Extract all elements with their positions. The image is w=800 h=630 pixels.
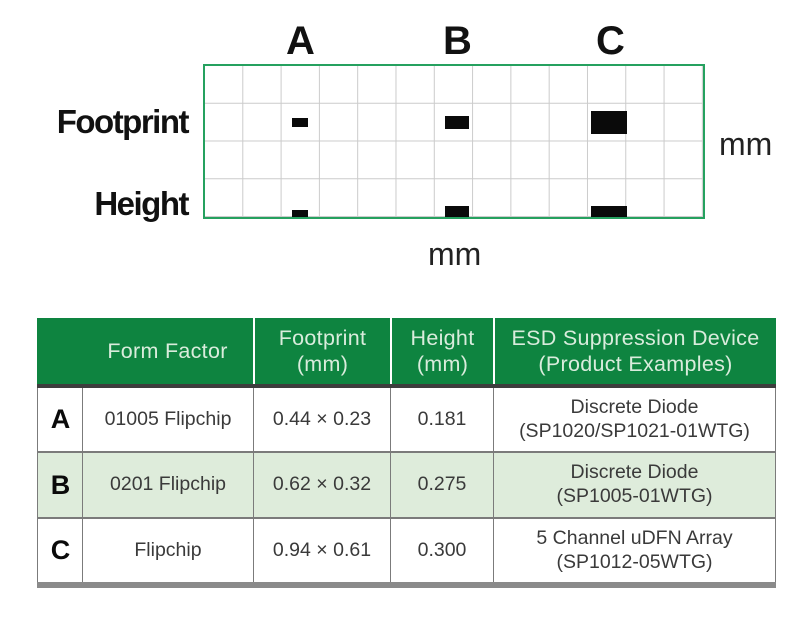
footprint-rect-a xyxy=(291,118,309,127)
row-b-letter: B xyxy=(37,453,82,519)
row-b-device: Discrete Diode (SP1005-01WTG) xyxy=(493,453,776,519)
row-a-footprint: 0.44 × 0.23 xyxy=(253,388,390,453)
row-b-device-line2: (SP1005-01WTG) xyxy=(556,485,713,507)
spec-table: Form Factor Footprint (mm) Height (mm) E… xyxy=(37,318,776,582)
column-label-c: C xyxy=(596,19,625,63)
column-label-a: A xyxy=(286,19,315,63)
row-a-letter: A xyxy=(37,388,82,453)
header-divider-rule xyxy=(37,384,776,388)
row-a-device-line2: (SP1020/SP1021-01WTG) xyxy=(519,419,750,442)
row-b-form-factor: 0201 Flipchip xyxy=(82,453,253,519)
row-a-device: Discrete Diode (SP1020/SP1021-01WTG) xyxy=(493,388,776,453)
row-c-device-line1: 5 Channel uDFN Array xyxy=(536,526,733,549)
header-device: ESD Suppression Device (Product Examples… xyxy=(493,318,776,384)
header-height-line1: Height xyxy=(410,325,475,350)
height-bar-a xyxy=(291,210,309,217)
height-row-label: Height xyxy=(94,185,189,222)
row-c-device-line2: (SP1012-05WTG) xyxy=(556,550,713,573)
header-footprint-line2: (mm) xyxy=(296,352,349,376)
row-b-device-line1: Discrete Diode xyxy=(570,461,699,484)
row-c-footprint: 0.94 × 0.61 xyxy=(253,519,390,582)
footprint-row-label: Footprint xyxy=(56,103,190,140)
header-height-line2: (mm) xyxy=(416,352,469,376)
footprint-rect-b xyxy=(445,116,469,129)
unit-label-right: mm xyxy=(719,126,773,162)
row-a-height: 0.181 xyxy=(390,388,493,453)
header-footprint-line1: Footprint xyxy=(278,325,367,350)
row-a-device-line1: Discrete Diode xyxy=(570,395,699,418)
row-a-form-factor: 01005 Flipchip xyxy=(82,388,253,453)
column-label-b: B xyxy=(443,19,472,63)
row-b-height: 0.275 xyxy=(390,453,493,519)
height-bar-b xyxy=(445,206,469,217)
header-letter-spacer xyxy=(37,318,82,384)
header-device-line2: (Product Examples) xyxy=(538,352,733,376)
header-footprint: Footprint (mm) xyxy=(253,318,390,384)
footprint-rect-c xyxy=(590,110,627,135)
mm-grid xyxy=(203,64,705,219)
height-bar-c xyxy=(590,205,627,217)
table-bottom-bar xyxy=(37,582,776,588)
row-c-form-factor: Flipchip xyxy=(82,519,253,582)
header-form-factor: Form Factor xyxy=(82,318,253,384)
row-c-height: 0.300 xyxy=(390,519,493,582)
unit-label-bottom: mm xyxy=(428,236,482,272)
row-c-letter: C xyxy=(37,519,82,582)
row-c-device: 5 Channel uDFN Array (SP1012-05WTG) xyxy=(493,519,776,582)
header-device-line1: ESD Suppression Device xyxy=(511,325,760,350)
row-b-footprint: 0.62 × 0.32 xyxy=(253,453,390,519)
header-height: Height (mm) xyxy=(390,318,493,384)
